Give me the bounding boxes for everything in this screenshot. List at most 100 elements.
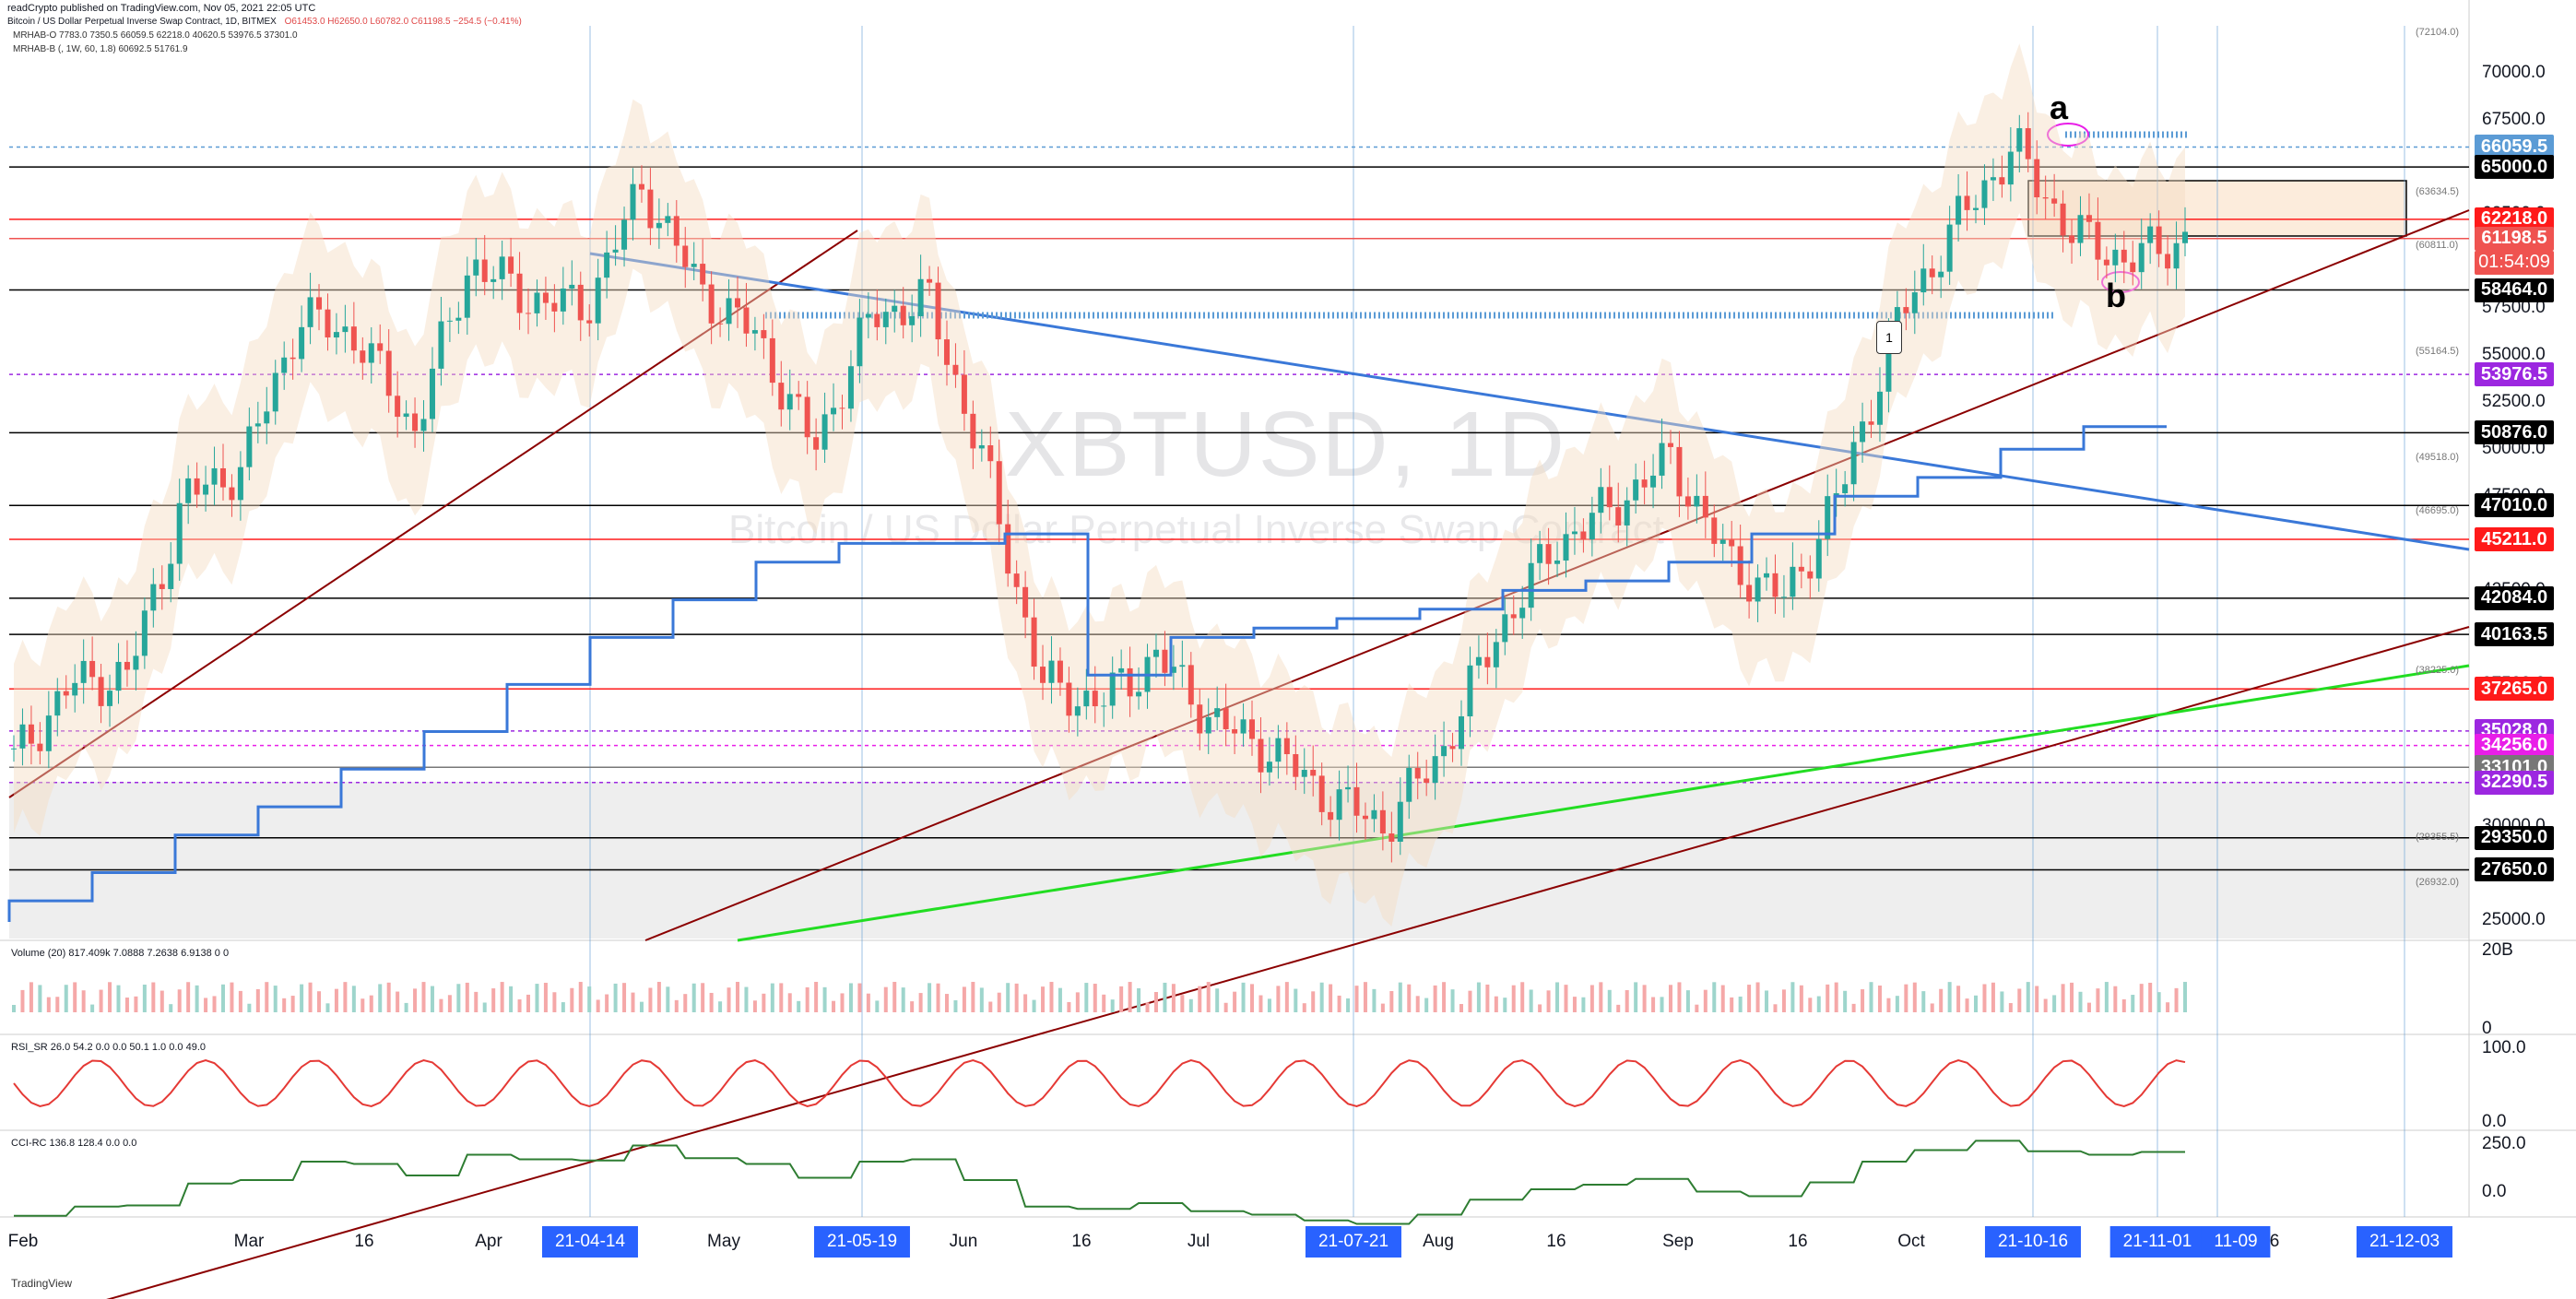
volume-bar bbox=[160, 990, 164, 1012]
volume-bar bbox=[1816, 996, 1821, 1012]
volume-bar bbox=[953, 999, 958, 1012]
candle-body bbox=[2103, 259, 2109, 266]
cci-panel-title[interactable]: CCI-RC 136.8 128.4 0.0 0.0 bbox=[11, 1138, 137, 1149]
trough-circle bbox=[2101, 271, 2140, 293]
candle-body bbox=[673, 216, 679, 246]
volume-bar bbox=[317, 991, 322, 1012]
candle-body bbox=[1860, 421, 1866, 443]
panel-axis-label: 0.0 bbox=[2482, 1182, 2507, 1201]
volume-bar bbox=[1634, 982, 1638, 1012]
volume-bar bbox=[997, 992, 1001, 1012]
volume-bar bbox=[2008, 1003, 2013, 1012]
volume-bar bbox=[73, 982, 77, 1012]
volume-bar bbox=[962, 986, 966, 1012]
indicator-legend-1[interactable]: MRHAB-O 7783.0 7350.5 66059.5 62218.0 40… bbox=[13, 30, 298, 41]
volume-bar bbox=[1564, 985, 1568, 1012]
candle-body bbox=[970, 413, 976, 449]
volume-bar bbox=[1267, 998, 1271, 1012]
candle-body bbox=[1545, 544, 1552, 564]
candle-body bbox=[2077, 215, 2084, 243]
volume-bar bbox=[701, 983, 705, 1012]
volume-bar bbox=[474, 991, 479, 1012]
countdown-label: 01:54:09 bbox=[2475, 250, 2554, 275]
highlighted-date-label: 21-04-14 bbox=[541, 1226, 639, 1258]
volume-bar bbox=[1354, 986, 1359, 1012]
volume-bar bbox=[552, 992, 557, 1012]
candle-body bbox=[124, 661, 130, 670]
candle-body bbox=[1136, 691, 1142, 697]
candle-body bbox=[1493, 642, 1499, 667]
volume-bar bbox=[1877, 986, 1882, 1012]
candle-body bbox=[1074, 706, 1081, 716]
candle-body bbox=[368, 343, 374, 363]
date-tick-label: Sep bbox=[1662, 1232, 1694, 1251]
volume-bar bbox=[404, 1002, 408, 1012]
volume-bar bbox=[1930, 1003, 1934, 1012]
date-tick-label: 16 bbox=[1071, 1232, 1092, 1251]
candle-body bbox=[1152, 649, 1159, 657]
candle-body bbox=[534, 292, 540, 313]
peak-circle bbox=[2047, 123, 2089, 147]
candle-body bbox=[1981, 180, 1988, 208]
candle-body bbox=[586, 320, 593, 324]
volume-bar bbox=[1781, 989, 1786, 1012]
candle-body bbox=[560, 288, 566, 312]
volume-bar bbox=[1642, 985, 1647, 1012]
volume-bar bbox=[456, 984, 461, 1012]
callout-marker[interactable]: 1 bbox=[1876, 321, 1902, 354]
volume-bar bbox=[1616, 1004, 1621, 1012]
candle-body bbox=[717, 323, 724, 325]
rsi-panel-title[interactable]: RSI_SR 26.0 54.2 0.0 0.0 50.1 1.0 0.0 49… bbox=[11, 1042, 206, 1053]
candle-body bbox=[246, 426, 253, 467]
volume-bar bbox=[1747, 985, 1752, 1012]
volume-bar bbox=[1651, 997, 1656, 1012]
volume-bar bbox=[2157, 992, 2161, 1012]
volume-bar bbox=[500, 982, 504, 1012]
volume-bar bbox=[971, 982, 975, 1012]
volume-bar bbox=[944, 994, 949, 1012]
candle-body bbox=[2016, 128, 2023, 152]
candle-body bbox=[1719, 539, 1726, 544]
candle-body bbox=[900, 305, 906, 325]
candle-body bbox=[316, 297, 323, 310]
candle-body bbox=[37, 743, 43, 751]
candle-body bbox=[1833, 493, 1839, 497]
volume-bar bbox=[857, 983, 862, 1012]
volume-panel-title[interactable]: Volume (20) 817.409k 7.0888 7.2638 6.913… bbox=[11, 948, 230, 959]
candle-body bbox=[1005, 524, 1011, 574]
volume-bar bbox=[1720, 985, 1725, 1012]
candle-body bbox=[1702, 495, 1708, 518]
candle-body bbox=[333, 332, 339, 338]
volume-bar bbox=[421, 982, 426, 1012]
candle-body bbox=[1040, 667, 1046, 683]
candle-body bbox=[412, 413, 419, 431]
candle-body bbox=[403, 413, 409, 418]
volume-bar bbox=[491, 988, 496, 1012]
level-annotation: (29355.5) bbox=[2416, 831, 2460, 843]
candle-body bbox=[299, 326, 305, 360]
price-label: 29350.0 bbox=[2475, 825, 2554, 850]
volume-bar bbox=[848, 983, 853, 1012]
date-tick-label: 16 bbox=[1546, 1232, 1566, 1251]
volume-bar bbox=[892, 982, 897, 1012]
volume-bar bbox=[2131, 995, 2135, 1012]
candle-body bbox=[909, 315, 916, 325]
candle-body bbox=[1911, 292, 1918, 313]
candle-body bbox=[1755, 577, 1761, 602]
level-annotation: (38225.0) bbox=[2416, 664, 2460, 676]
volume-bar bbox=[1939, 988, 1944, 1012]
ohlc-values: O61453.0 H62650.0 L60782.0 C61198.5 −254… bbox=[284, 17, 522, 27]
volume-bar bbox=[1346, 998, 1351, 1012]
volume-bar bbox=[108, 982, 112, 1012]
volume-bar bbox=[866, 993, 870, 1012]
candle-body bbox=[1780, 596, 1787, 598]
candle-body bbox=[2086, 215, 2092, 222]
watermark-ticker: XBTUSD, 1D bbox=[1005, 393, 1567, 496]
candle-body bbox=[751, 330, 758, 334]
volume-bar bbox=[674, 999, 679, 1012]
indicator-legend-2[interactable]: MRHAB-B (, 1W, 60, 1.8) 60692.5 51761.9 bbox=[13, 44, 188, 54]
volume-bar bbox=[517, 999, 522, 1012]
volume-bar bbox=[186, 982, 191, 1012]
